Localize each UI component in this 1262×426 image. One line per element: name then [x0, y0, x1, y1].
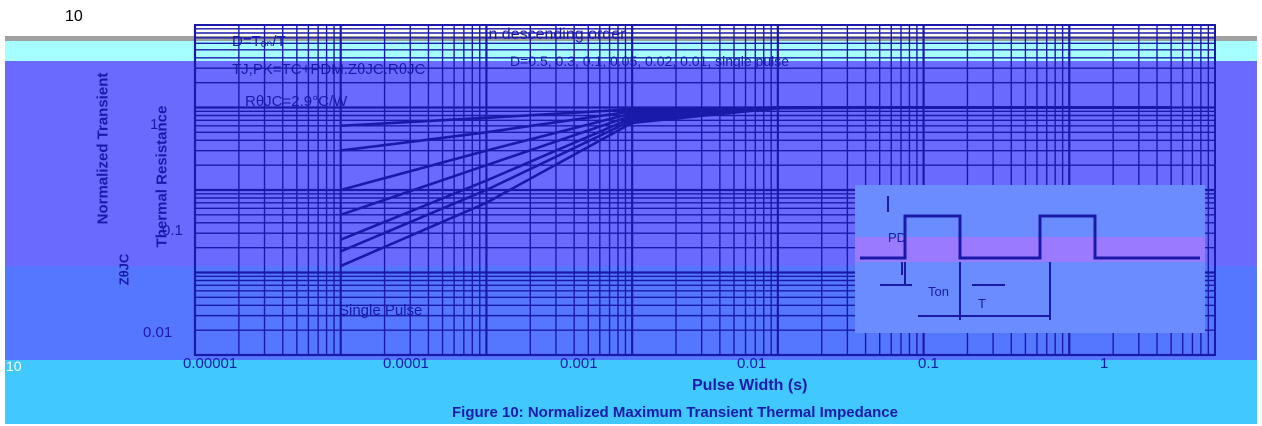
x-axis-label: Pulse Width (s)	[692, 377, 808, 394]
y-tick-10: 10	[6, 358, 22, 374]
inset-pd-label: PD	[888, 230, 907, 245]
band-gray	[5, 36, 1257, 41]
y-tick-0-01: 0.01	[143, 324, 173, 341]
x-tick-2: 0.001	[560, 355, 598, 372]
x-tick-0: 0.00001	[183, 355, 238, 372]
bottom-left-label: 10	[65, 8, 83, 25]
plot-border	[194, 24, 1216, 356]
x-tick-3: 0.01	[737, 355, 767, 372]
y-tick-1: 1	[150, 116, 159, 133]
x-tick-5: 1	[1100, 355, 1109, 372]
d-values: D=0.5, 0.3, 0.1, 0.05, 0.02, 0.01, singl…	[510, 53, 790, 69]
pulse-inset	[855, 185, 1205, 333]
y-axis-label-3: Thermal Resistance	[153, 105, 171, 248]
pulse-waveform	[860, 214, 1200, 260]
rth-value: RθJC=2.9°C/W	[245, 93, 348, 110]
order-note: In descending order	[484, 26, 626, 43]
y-tick-0-1: 0.1	[162, 222, 183, 239]
x-tick-1: 0.0001	[383, 355, 429, 372]
inset-t-label: T	[978, 296, 986, 311]
grid-layer	[193, 24, 1216, 357]
series-line-6	[340, 106, 1172, 268]
y-axis-label-1: ZθJC	[116, 253, 132, 286]
y-axis-label-2: Normalized Transient	[94, 72, 112, 225]
tj-formula: TJ,PK=TC+PDM.ZθJC.RθJC	[232, 61, 426, 78]
x-tick-4: 0.1	[918, 355, 939, 372]
inset-ton-label: Ton	[928, 284, 949, 299]
duty-formula: D=Tₒₙ/T	[232, 33, 286, 50]
band-bottom	[5, 360, 1257, 424]
series-layer	[340, 106, 1172, 268]
chart-title: Figure 10: Normalized Maximum Transient …	[452, 404, 898, 421]
single-pulse-label: Single Pulse	[339, 302, 423, 319]
